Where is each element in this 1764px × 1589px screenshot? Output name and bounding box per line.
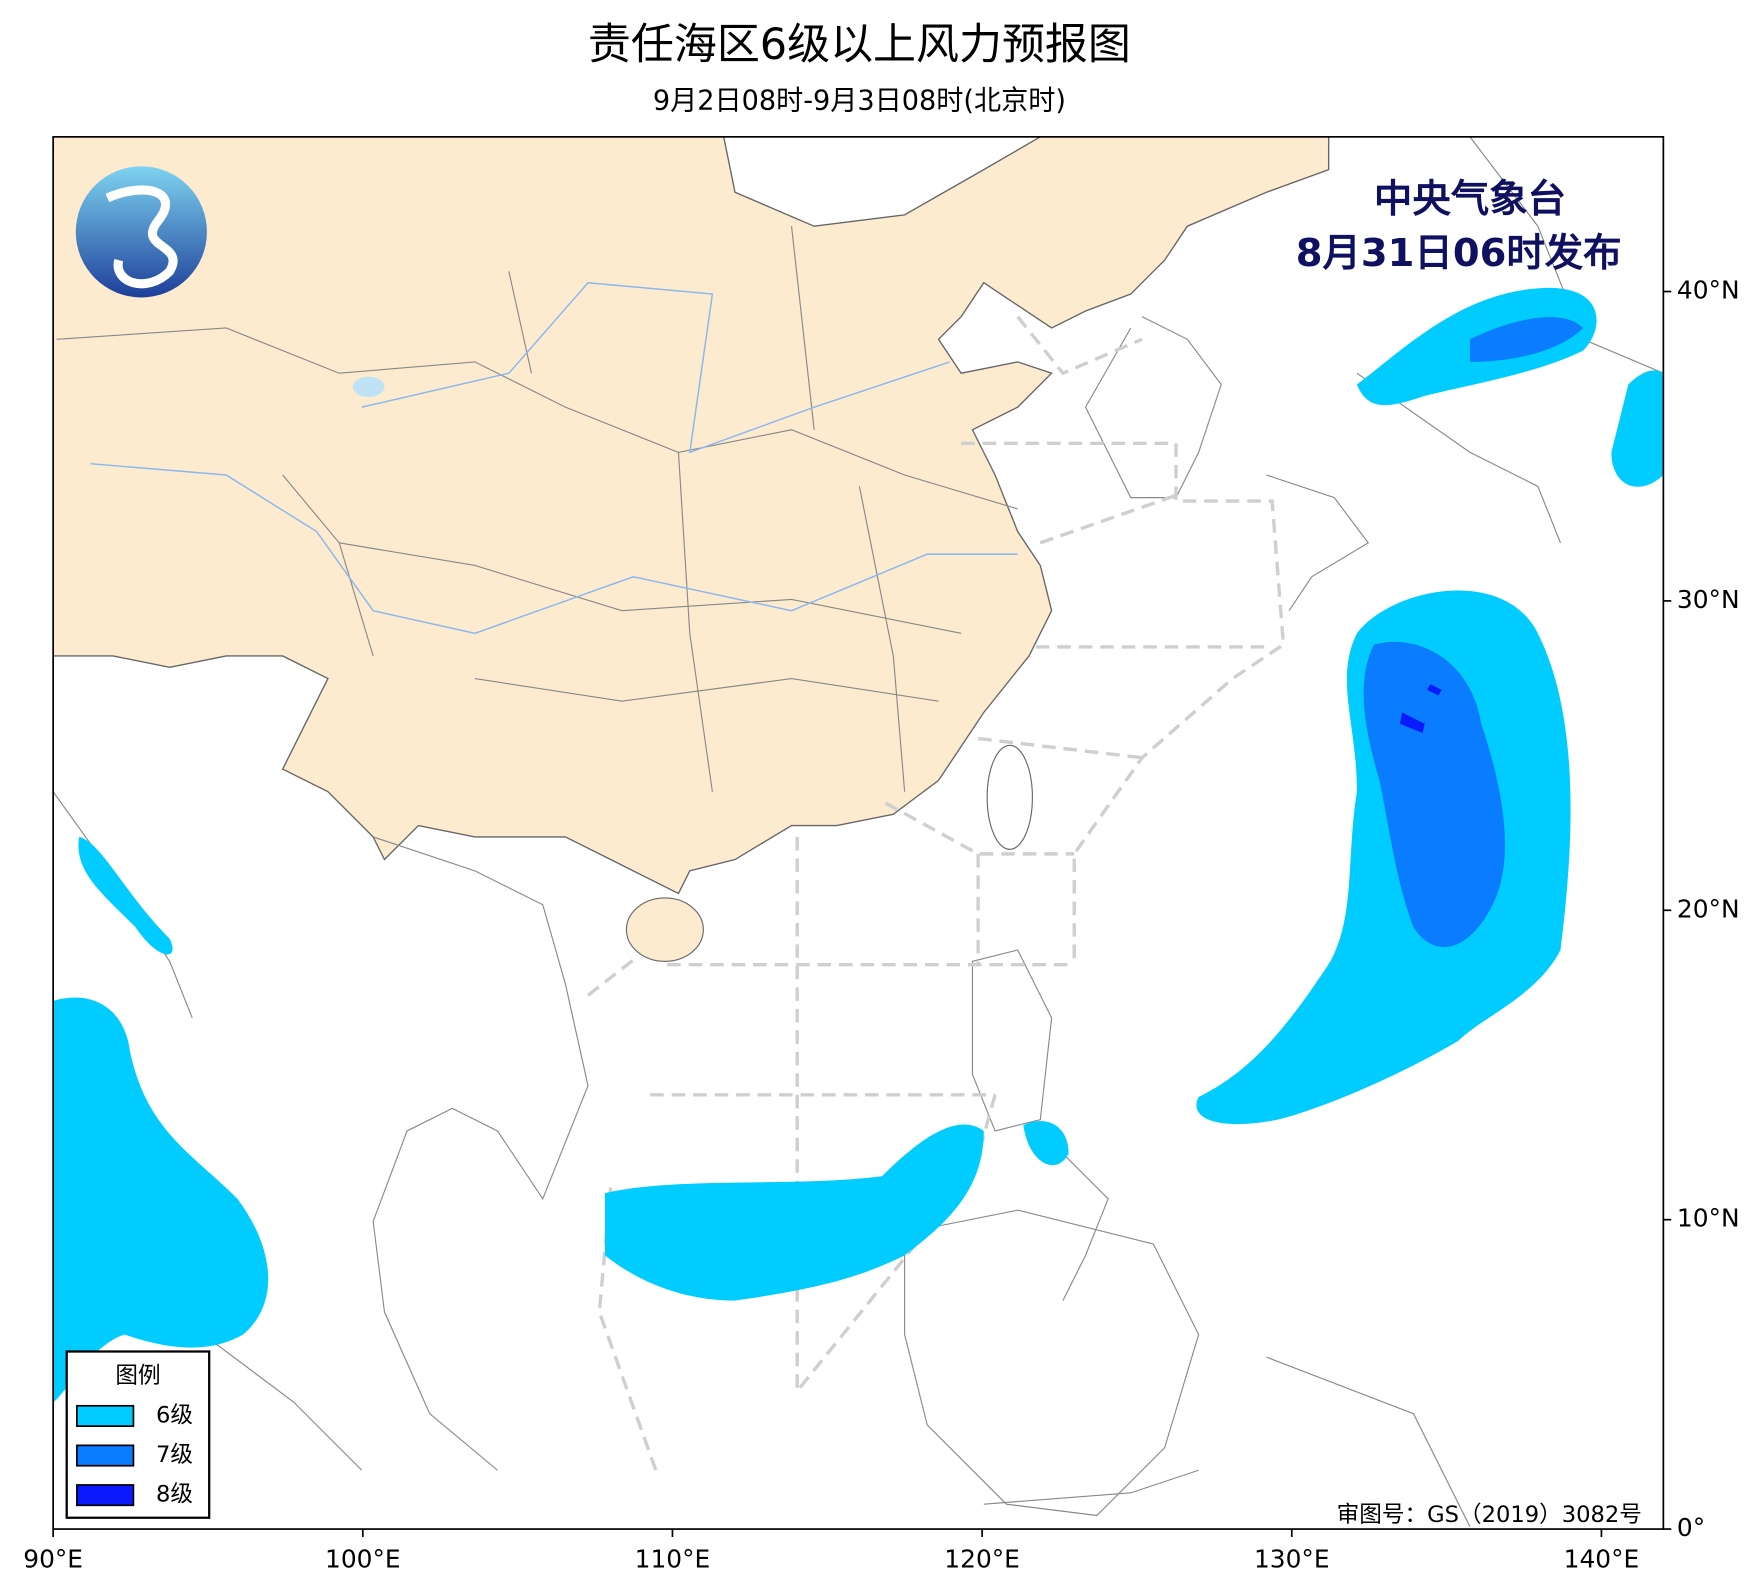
legend-label: 8级 — [156, 1482, 193, 1508]
y-tick-label: 40°N — [1677, 276, 1740, 305]
x-tick-label: 110°E — [635, 1545, 711, 1574]
wind-area — [78, 836, 173, 955]
y-tick-label: 10°N — [1677, 1204, 1740, 1233]
wind-area — [53, 997, 269, 1403]
wind-area — [1611, 370, 1664, 487]
map-frame — [52, 135, 1665, 1530]
review-number: 审图号：GS（2019）3082号 — [1337, 1502, 1642, 1528]
y-tick-label: 0° — [1677, 1513, 1705, 1542]
legend: 图例 6级 7级 8级 — [65, 1350, 211, 1519]
legend-swatch — [76, 1484, 135, 1507]
legend-title: 图例 — [115, 1363, 160, 1389]
wind-area — [1399, 684, 1442, 733]
x-tick-label: 120°E — [944, 1545, 1020, 1574]
legend-label: 6级 — [156, 1402, 193, 1428]
taiwan — [986, 744, 1033, 850]
issuer-name: 中央气象台 — [1374, 177, 1566, 222]
x-tick-label: 100°E — [325, 1545, 401, 1574]
issuer-time: 8月31日06时发布 — [1296, 231, 1622, 276]
legend-swatch — [76, 1404, 135, 1427]
hainan — [625, 897, 704, 962]
lake — [352, 376, 385, 397]
logo-mark — [105, 185, 178, 289]
rivers — [90, 281, 1018, 635]
y-tick-label: 30°N — [1677, 585, 1740, 614]
y-tick-label: 20°N — [1677, 894, 1740, 923]
wind-area — [1023, 1120, 1069, 1166]
china-land — [53, 136, 1330, 895]
wind-area — [1363, 641, 1505, 948]
title: 责任海区6级以上风力预报图 — [588, 20, 1131, 70]
x-tick-label: 130°E — [1254, 1545, 1330, 1574]
logo — [75, 166, 207, 298]
wind-areas — [53, 287, 1664, 1403]
map-body — [53, 136, 1664, 1530]
sea-area-bounds — [586, 315, 1286, 1471]
subtitle: 9月2日08时-9月3日08时(北京时) — [653, 85, 1066, 116]
x-tick-label: 140°E — [1564, 1545, 1640, 1574]
wind-area — [1470, 317, 1584, 362]
x-tick-label: 90°E — [23, 1545, 83, 1574]
legend-label: 7级 — [156, 1442, 193, 1468]
legend-swatch — [76, 1444, 135, 1467]
wind-area — [604, 1124, 984, 1301]
province-lines — [56, 226, 1018, 792]
